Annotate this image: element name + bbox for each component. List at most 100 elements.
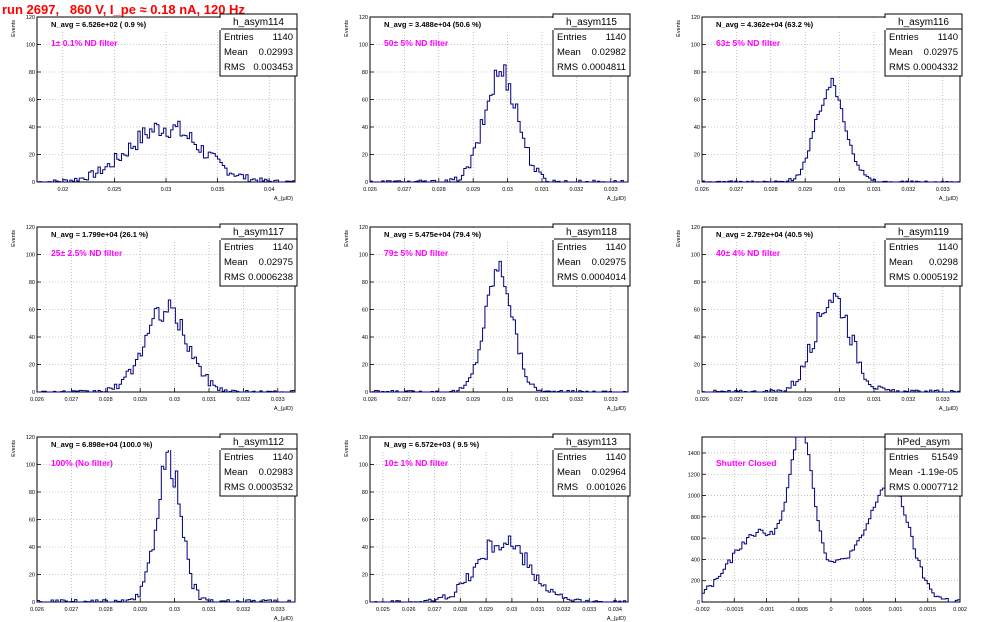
y-tick-label: 20 [29,573,35,579]
page-title: run 2697, 860 V, I_pe ≈ 0.18 nA, 120 Hz [2,2,245,17]
x-tick-label: 0.02 [57,187,68,193]
y-tick-label: 120 [691,225,700,231]
stats-label: Entries [557,32,587,43]
x-axis-title: A_{μID} [939,196,958,202]
stats-box [219,28,298,77]
histogram-name: h_asym114 [233,17,284,28]
filter-annotation: 50± 5% ND filter [384,38,449,48]
x-tick-label: 0.031 [535,397,549,403]
x-tick-label: 0.027 [730,187,744,193]
histogram-panel-h_asym116: 0.026 0.027 0.028 0.029 0.03 0.031 0.032 0.033 0… [676,13,963,202]
y-tick-label: 80 [362,490,368,496]
y-tick-label: 20 [362,153,368,159]
y-tick-label: 80 [362,280,368,286]
avg-label-bg [45,438,221,450]
y-tick-label: 120 [359,15,368,21]
x-tick-label: 0.026 [363,397,377,403]
stats-value: 1140 [606,32,626,43]
x-tick-label: 0.025 [108,187,122,193]
histogram-name: h_asym115 [566,17,617,28]
y-tick-label: 600 [691,536,700,542]
x-tick-label: 0.001 [889,607,903,613]
stats-value: -1.19e-05 [917,467,958,478]
stats-value: 0.001026 [586,482,626,493]
stats-value: 1140 [273,32,293,43]
x-axis-title: A_{μID} [274,196,293,202]
x-tick-label: 0.029 [466,187,480,193]
x-tick-label: 0.026 [30,397,44,403]
x-tick-label: 0.027 [730,397,744,403]
stats-value: 0.0298 [929,257,958,268]
filter-annotation: Shutter Closed [716,458,776,468]
stats-value: 0.02975 [592,257,626,268]
y-tick-label: 100 [691,43,700,49]
y-tick-label: 120 [26,15,35,21]
x-tick-label: 0.0015 [919,607,936,613]
histogram-panel-h_asym113: 0.025 0.026 0.027 0.028 0.029 0.03 0.031 0.032 0… [344,433,631,622]
x-tick-label: 0.031 [202,397,216,403]
stats-value: 0.0004014 [581,272,626,283]
x-tick-label: 0.033 [936,187,950,193]
y-tick-label: 20 [29,363,35,369]
y-tick-label: 0 [697,180,700,186]
avg-label: N_avg = 1.799e+04 (26.1 %) [51,230,149,239]
y-tick-label: 60 [694,308,700,314]
stats-value: 1140 [938,32,958,43]
filter-annotation: 79± 5% ND filter [384,248,449,258]
y-axis-title: Events [676,230,682,247]
x-axis-title: A_{μID} [607,196,626,202]
x-tick-label: 0.031 [867,397,881,403]
stats-label: Entries [224,32,254,43]
x-tick-label: 0.027 [398,187,412,193]
stats-value: 1140 [273,242,293,253]
stats-label: Mean [224,467,248,478]
x-tick-label: 0.03 [834,397,845,403]
filter-annotation: 63± 5% ND filter [716,38,781,48]
y-tick-label: 20 [362,363,368,369]
stats-value: 0.02993 [259,47,293,58]
stats-label: Entries [557,242,587,253]
y-tick-label: 800 [691,515,700,521]
stats-box [884,448,963,497]
x-tick-label: 0.03 [502,187,513,193]
stats-label: Mean [557,467,581,478]
y-tick-label: 0 [32,180,35,186]
y-tick-label: 100 [359,253,368,259]
x-tick-label: 0.03 [834,187,845,193]
x-axis-title: A_{μID} [939,406,958,412]
stats-box [884,238,963,287]
x-tick-label: 0.031 [531,607,545,613]
stats-value: 0.02982 [592,47,626,58]
x-tick-label: 0.033 [936,397,950,403]
y-axis-title: Events [11,440,17,457]
stats-box [219,448,298,497]
histogram-name: h_asym112 [233,437,284,448]
stats-value: 0.003453 [253,62,293,73]
y-tick-label: 100 [26,253,35,259]
y-tick-label: 400 [691,557,700,563]
stats-label: RMS [557,272,578,283]
x-tick-label: 0.029 [133,397,147,403]
x-tick-label: -0.0005 [789,607,808,613]
x-tick-label: 0.026 [30,607,44,613]
y-tick-label: 0 [32,390,35,396]
x-tick-label: 0.032 [902,187,916,193]
y-axis-title: Events [11,20,17,37]
x-tick-label: 0.033 [604,397,618,403]
stats-label: RMS [224,482,245,493]
filter-annotation: 40± 4% ND filter [716,248,781,258]
y-tick-label: 80 [29,70,35,76]
histogram-name: h_asym113 [566,437,617,448]
y-tick-label: 120 [359,225,368,231]
stats-value: 0.0003532 [248,482,293,493]
histogram-line [369,64,628,183]
stats-label: Mean [224,47,248,58]
stats-label: Entries [224,242,254,253]
y-tick-label: 60 [29,518,35,524]
y-tick-label: 40 [29,125,35,131]
stats-label: RMS [557,62,578,73]
x-tick-label: -0.0015 [725,607,744,613]
x-tick-label: 0.027 [428,607,442,613]
y-tick-label: 80 [29,490,35,496]
x-tick-label: 0.034 [608,607,622,613]
